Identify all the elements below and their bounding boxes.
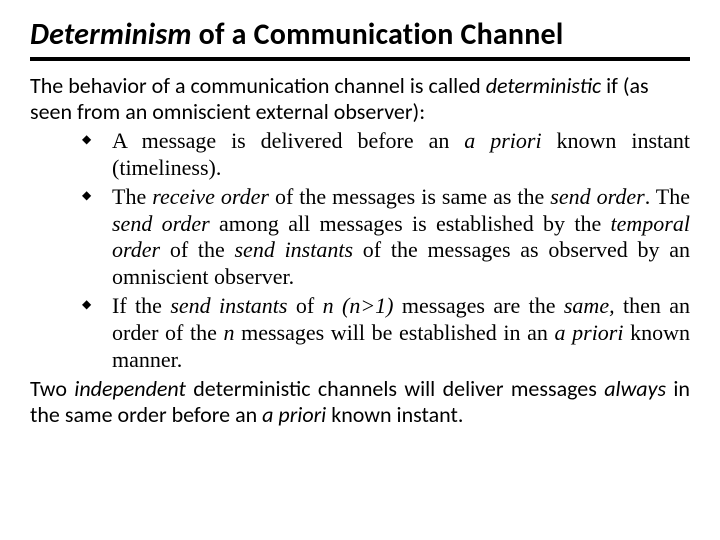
- title-italic: Determinism: [30, 16, 192, 53]
- bullet-text: If the: [112, 293, 170, 318]
- bullet-italic: a priori: [555, 320, 624, 345]
- bullet-text: messages will be established in an: [234, 320, 554, 345]
- closing-t1: independent: [74, 375, 186, 402]
- bullet-italic: a priori: [464, 128, 541, 153]
- intro-t1: The behavior of a communication channel …: [30, 72, 486, 99]
- bullet-text: . The: [645, 184, 690, 209]
- closing-t5: a priori: [262, 401, 326, 428]
- title-plain: of a Communication Channel: [192, 16, 564, 53]
- bullet-italic: send instants: [235, 237, 354, 262]
- closing-paragraph: Two independent deterministic channels w…: [30, 376, 690, 430]
- bullet-italic: same,: [564, 293, 615, 318]
- slide-title: Determinism of a Communication Channel: [30, 18, 690, 53]
- intro-paragraph: The behavior of a communication channel …: [30, 73, 690, 127]
- bullet-italic: send order: [112, 211, 210, 236]
- list-item: A message is delivered before an a prior…: [82, 128, 690, 182]
- list-item: The receive order of the messages is sam…: [82, 184, 690, 291]
- bullet-list: A message is delivered before an a prior…: [30, 128, 690, 373]
- bullet-italic: send order: [550, 184, 644, 209]
- bullet-italic: n: [223, 320, 234, 345]
- bullet-text: messages are the: [394, 293, 564, 318]
- bullet-text: of the: [160, 237, 234, 262]
- intro-t2: deterministic: [486, 72, 601, 99]
- bullet-text: of the messages is same as the: [269, 184, 550, 209]
- closing-t0: Two: [30, 375, 74, 402]
- closing-t6: known instant.: [326, 401, 463, 428]
- bullet-italic: n (n>1): [323, 293, 394, 318]
- slide-body: The behavior of a communication channel …: [30, 73, 690, 430]
- bullet-text: The: [112, 184, 152, 209]
- bullet-italic: send instants: [170, 293, 287, 318]
- bullet-text: A message is delivered before an: [112, 128, 464, 153]
- slide: Determinism of a Communication Channel T…: [0, 0, 720, 540]
- title-rule: [30, 57, 690, 61]
- list-item: If the send instants of n (n>1) messages…: [82, 293, 690, 373]
- closing-t2: deterministic channels will deliver mess…: [186, 375, 604, 402]
- bullet-text: among all messages is established by the: [210, 211, 611, 236]
- bullet-italic: receive order: [152, 184, 269, 209]
- closing-t3: always: [604, 375, 666, 402]
- bullet-text: of: [288, 293, 323, 318]
